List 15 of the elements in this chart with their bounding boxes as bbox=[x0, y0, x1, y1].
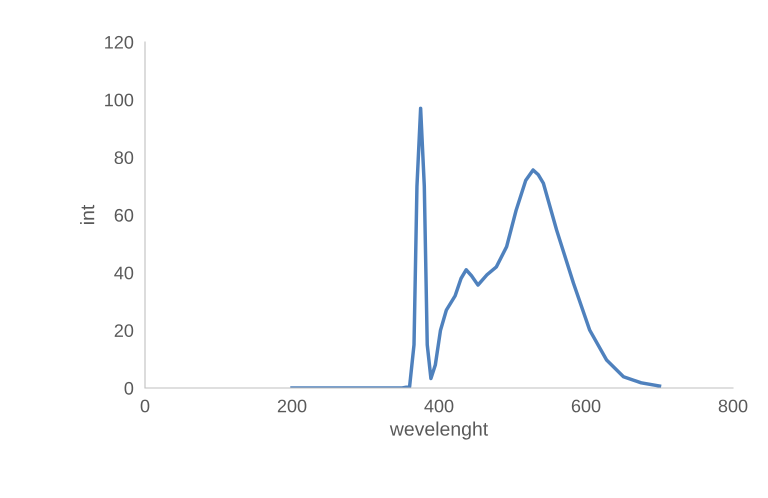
y-tick-label: 20 bbox=[114, 324, 134, 338]
y-tick-label: 100 bbox=[105, 94, 134, 106]
x-tick-label: 200 bbox=[278, 400, 306, 412]
line-series bbox=[290, 106, 662, 388]
x-axis-title: wevelenght bbox=[390, 422, 488, 440]
y-tick-label: 0 bbox=[124, 382, 134, 395]
y-tick-label: 120 bbox=[105, 36, 134, 49]
y-tick-label: 80 bbox=[114, 151, 134, 164]
y-axis-title: int bbox=[80, 204, 94, 224]
x-tick-label: 0 bbox=[140, 400, 150, 412]
x-tick-label: 600 bbox=[572, 400, 600, 412]
x-tick-label: 400 bbox=[424, 400, 454, 412]
y-tick-label: 60 bbox=[114, 208, 134, 222]
y-tick-label: 40 bbox=[114, 266, 134, 280]
x-tick-label: 800 bbox=[718, 400, 748, 412]
